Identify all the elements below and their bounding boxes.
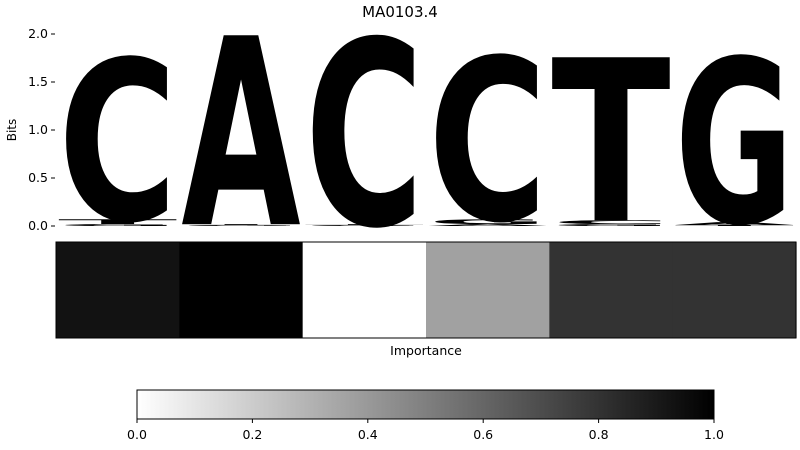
logo-y-axis-label: Bits [5,119,19,142]
colorbar-gradient [136,389,715,420]
colorbar-tick-label: 0.6 [473,427,493,442]
logo-letter-g: G [58,224,177,227]
sequence-logo: MA0103.4 Bits 0.00.51.01.52.0 GTC GTA GTC A… [5,0,794,286]
logo-letter-t: T [181,224,300,226]
heatmap-cell [426,242,550,338]
logo-y-axis: 0.0 0.5 1.0 1.5 2.0 [28,26,55,233]
heatmap-cell [179,242,304,338]
logo-y-tick-label: 1.5 [28,74,48,89]
colorbar-tick-label: 0.2 [242,427,262,442]
heatmap-cell [302,242,427,338]
logo-letter-t: T [675,225,794,227]
logo-letters: GTC GTA GTC AGC GCT TAG [58,0,794,286]
importance-heatmap: Importance [55,241,797,358]
logo-letter-t: T [305,224,424,226]
logo-letter-g: G [428,218,547,226]
logo-y-tick-label: 2.0 [28,26,48,41]
logo-letter-a: A [181,0,300,286]
logo-letter-g: G [675,13,794,276]
logo-y-tick-label: 1.0 [28,122,48,137]
colorbar-tick-label: 1.0 [704,427,724,442]
logo-letter-c: C [551,219,670,225]
logo-y-tick-label: 0.5 [28,170,48,185]
heatmap-cell [672,242,797,338]
logo-letter-t: T [551,14,670,274]
colorbar-tick-label: 0.0 [127,427,147,442]
colorbar: 0.0 0.2 0.4 0.6 0.8 1.0 [127,389,724,442]
heatmap-x-axis-label: Importance [390,343,462,358]
logo-letter-c: C [428,13,547,273]
heatmap-cell [56,242,180,338]
logo-title: MA0103.4 [362,3,438,21]
colorbar-tick-label: 0.8 [589,427,609,442]
colorbar-ticks: 0.0 0.2 0.4 0.6 0.8 1.0 [127,419,724,442]
logo-letter-g: G [305,225,424,227]
logo-letter-a: A [428,224,547,227]
logo-letter-a: A [675,221,794,226]
logo-letter-g: G [181,225,300,227]
colorbar-tick-label: 0.4 [358,427,378,442]
logo-letter-t: T [58,218,177,226]
heatmap-cell [549,242,674,338]
logo-letter-c: C [305,0,424,285]
logo-y-tick-label: 0.0 [28,218,48,233]
heatmap-frame [55,241,797,339]
logo-letter-g: G [551,224,670,227]
logo-letter-c: C [58,14,177,271]
